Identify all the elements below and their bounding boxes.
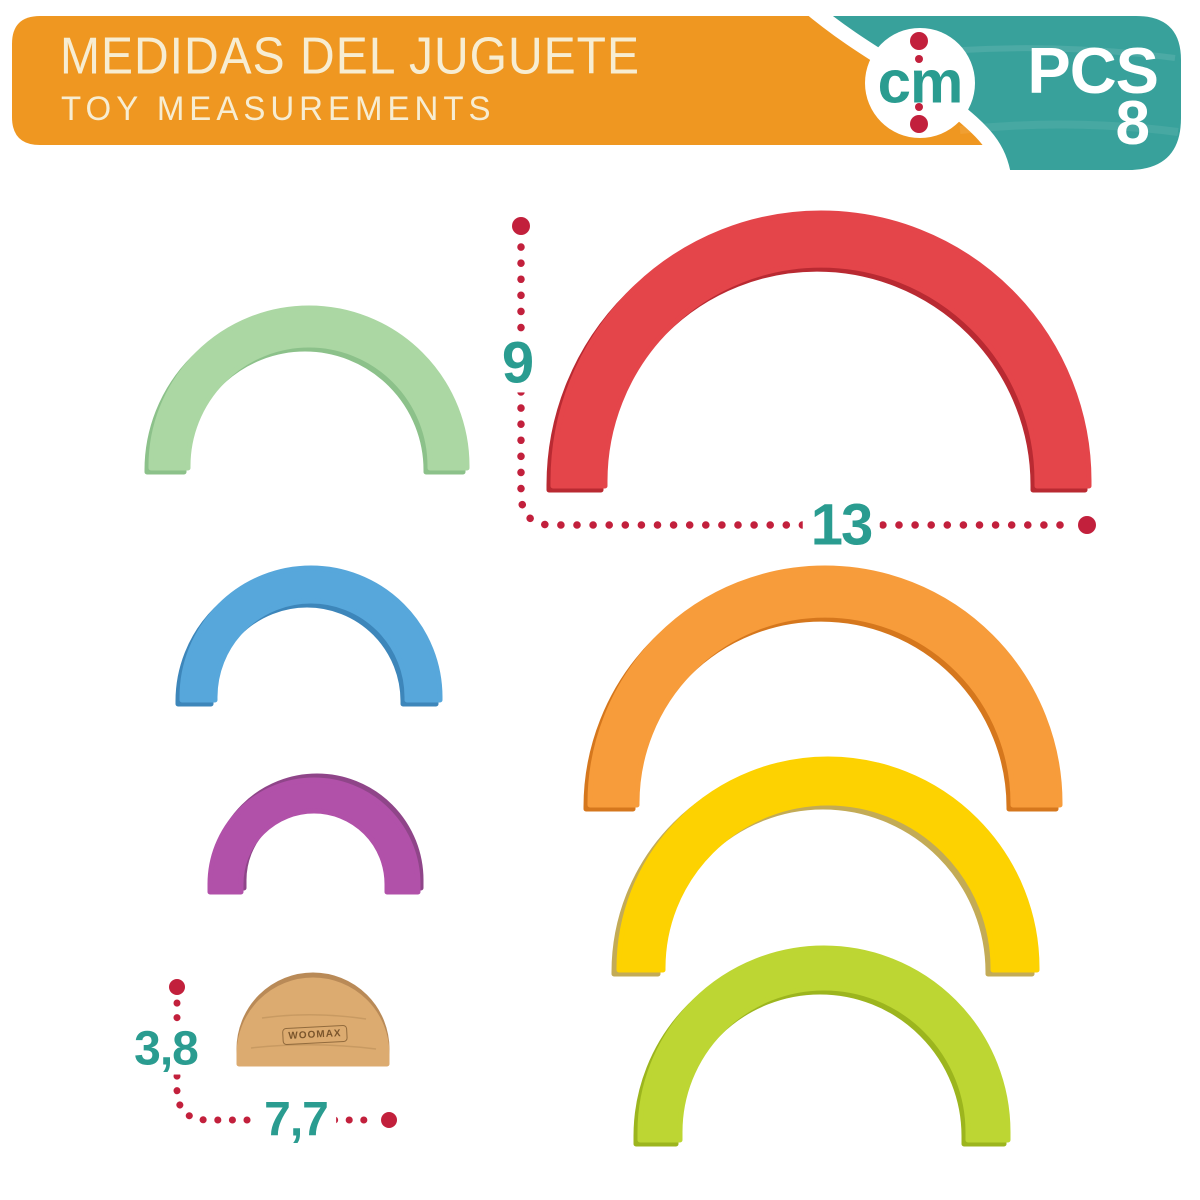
piece-lime-arch	[633, 945, 1011, 1147]
piece-orange-arch	[583, 565, 1063, 812]
piece-wood-base	[236, 972, 390, 1067]
piece-purple-arch	[207, 773, 424, 895]
pcs-label: PCS	[1027, 34, 1159, 107]
base-height-value: 3,8	[126, 1025, 206, 1075]
cm-badge-dot	[915, 55, 923, 63]
base-width-value: 7,7	[256, 1096, 336, 1146]
piece-blue-arch	[175, 565, 443, 707]
cm-badge-dot	[915, 103, 923, 111]
arch-width-value: 13	[802, 495, 880, 555]
arch-dimension-dotted-line	[517, 243, 1075, 529]
cm-badge-dot	[910, 115, 928, 133]
piece-yellow-arch	[611, 756, 1040, 977]
title-banner-shape	[12, 16, 1045, 145]
arch-dimension-lines	[512, 217, 1096, 534]
wood-logo-stamp: WOOMAX	[281, 1024, 349, 1046]
dimension-end-dot	[381, 1112, 397, 1128]
pcs-count: 8	[1115, 89, 1150, 158]
piece-green-arch	[144, 305, 470, 475]
dimension-end-dot	[512, 217, 530, 235]
arch-height-value: 9	[493, 333, 541, 393]
cm-badge-circle	[865, 28, 975, 138]
page-subtitle: TOY MEASUREMENTS	[61, 89, 496, 128]
base-dimension-lines	[169, 979, 397, 1128]
page-title: MEDIDAS DEL JUGUETE	[60, 28, 640, 86]
unit-badge-label: cm	[877, 48, 964, 116]
toy-pieces-layer	[144, 210, 1092, 1147]
dimension-end-dot	[1078, 516, 1096, 534]
base-dimension-dotted-line	[173, 999, 379, 1124]
piece-red-arch	[546, 210, 1092, 493]
dimension-end-dot	[169, 979, 185, 995]
cm-badge-dots	[910, 32, 928, 133]
cm-badge-dot	[910, 32, 928, 50]
wood-grain-lines	[250, 1013, 377, 1050]
